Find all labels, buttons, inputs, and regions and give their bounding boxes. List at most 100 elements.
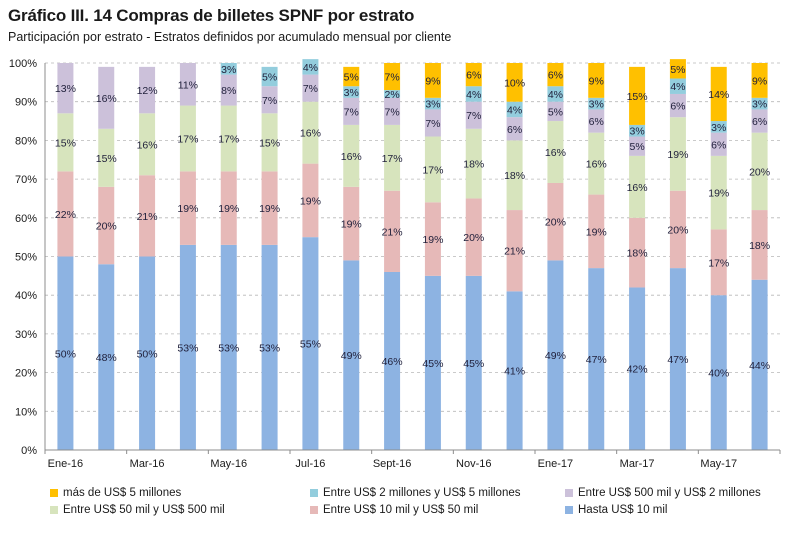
bar-segment: [751, 210, 768, 280]
bar-segment: [751, 279, 768, 450]
data-label: 4%: [507, 104, 522, 116]
bar-segment: [506, 101, 523, 118]
bar-segment: [465, 198, 482, 276]
data-label: 7%: [262, 95, 277, 107]
data-label: 19%: [341, 219, 362, 231]
bar-segment: [710, 155, 727, 230]
x-tick-label: May-17: [700, 458, 737, 470]
y-tick-label: 50%: [15, 252, 37, 264]
bar-segment: [669, 117, 686, 191]
data-label: 9%: [752, 75, 767, 87]
data-label: 47%: [586, 354, 607, 366]
x-tick-label: Sept-16: [373, 458, 412, 470]
bar-segment: [343, 97, 360, 125]
data-label: 19%: [708, 188, 729, 200]
bar-segment: [588, 97, 605, 110]
data-label: 44%: [749, 360, 770, 372]
data-label: 40%: [708, 368, 729, 380]
data-label: 17%: [177, 133, 198, 145]
y-tick-label: 100%: [9, 58, 37, 70]
bar-segment: [547, 86, 564, 102]
bar-segment: [139, 256, 156, 450]
data-label: 18%: [504, 170, 525, 182]
x-tick-label: May-16: [210, 458, 247, 470]
data-label: 20%: [463, 232, 484, 244]
stacked-bar-chart: 0% 10% 20% 30% 40% 50% 60% 70% 80% 90% 100% 50% 22% 1…: [9, 58, 781, 470]
data-label: 6%: [466, 70, 481, 82]
bar-segment: [384, 190, 401, 272]
bar-segment: [465, 86, 482, 102]
data-label: 55%: [300, 339, 321, 351]
legend-swatch: [50, 489, 58, 497]
data-label: 19%: [300, 195, 321, 207]
bar-segment: [588, 109, 605, 133]
bar-segment: [220, 74, 237, 106]
data-label: 16%: [300, 128, 321, 140]
data-label: 46%: [382, 356, 403, 368]
data-label: 17%: [422, 164, 443, 176]
bar-segment: [424, 97, 441, 110]
bar-segment: [179, 244, 196, 450]
y-tick-label: 90%: [15, 97, 37, 109]
data-label: 19%: [177, 203, 198, 215]
bar-segment: [629, 136, 646, 156]
bar-segment: [343, 186, 360, 261]
bar-segment: [98, 264, 115, 450]
x-tick-label: Nov-16: [456, 458, 491, 470]
data-label: 6%: [548, 70, 563, 82]
bar-segment: [588, 132, 605, 195]
bar-segment: [384, 271, 401, 450]
bar-segment: [261, 86, 278, 114]
bar-segment: [669, 190, 686, 269]
data-label: 12%: [137, 85, 158, 97]
data-label: 18%: [627, 248, 648, 260]
bar-segment: [465, 128, 482, 199]
bar-segment: [343, 66, 360, 87]
data-label: 22%: [55, 209, 76, 221]
data-label: 21%: [137, 211, 158, 223]
data-label: 3%: [221, 64, 236, 76]
bar-segment: [424, 275, 441, 450]
bar-segment: [465, 101, 482, 129]
data-label: 7%: [384, 72, 399, 84]
bar-segment: [710, 66, 727, 122]
bar-segment: [220, 63, 237, 75]
data-label: 4%: [466, 89, 481, 101]
data-label: 53%: [218, 342, 239, 354]
y-tick-label: 0%: [21, 445, 37, 457]
legend-item-hasta-10-mil: Hasta US$ 10 mil: [565, 504, 667, 516]
data-label: 16%: [137, 139, 158, 151]
bar-segment: [547, 121, 564, 183]
data-label: 16%: [627, 182, 648, 194]
legend-item-500mil-2-millones: Entre US$ 500 mil y US$ 2 millones: [565, 487, 761, 499]
bar-segment: [302, 59, 319, 75]
data-label: 50%: [137, 348, 158, 360]
data-label: 53%: [259, 342, 280, 354]
bar-segment: [139, 175, 156, 257]
data-label: 15%: [96, 153, 117, 165]
data-label: 18%: [463, 159, 484, 171]
data-label: 6%: [670, 101, 685, 113]
bar-segment: [98, 186, 115, 265]
data-label: 45%: [422, 358, 443, 370]
legend-item-mas-5-millones: más de US$ 5 millones: [50, 487, 181, 499]
data-label: 8%: [221, 85, 236, 97]
bar-segment: [751, 97, 768, 110]
legend-label: Hasta US$ 10 mil: [578, 504, 668, 516]
y-tick-label: 40%: [15, 290, 37, 302]
data-label: 7%: [466, 110, 481, 122]
data-label: 18%: [749, 240, 770, 252]
bar-segment: [384, 63, 401, 91]
data-label: 21%: [382, 226, 403, 238]
data-label: 49%: [341, 350, 362, 362]
data-label: 42%: [627, 364, 648, 376]
bar-segment: [506, 140, 523, 211]
data-label: 19%: [586, 226, 607, 238]
bar-segment: [179, 63, 196, 106]
bar-segment: [547, 101, 564, 122]
bar-segment: [261, 171, 278, 245]
legend-item-50-500-mil: Entre US$ 50 mil y US$ 500 mil: [50, 504, 225, 516]
bar-segment: [669, 268, 686, 450]
data-label: 4%: [670, 81, 685, 93]
data-label: 3%: [752, 99, 767, 111]
